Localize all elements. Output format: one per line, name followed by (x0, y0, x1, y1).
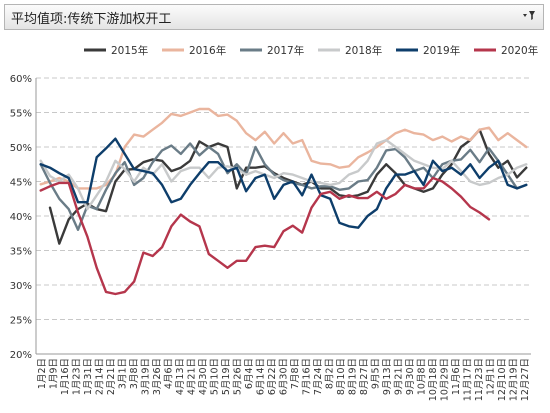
x-tick-label: 6月4日 (244, 358, 255, 389)
x-tick-label: 6月22日 (267, 358, 278, 395)
y-tick-label: 35% (10, 247, 32, 258)
x-tick-label: 7月8日 (290, 358, 301, 389)
x-tick-label: 7月16日 (302, 358, 313, 395)
y-tick-label: 30% (10, 281, 32, 292)
y-tick-label: 55% (10, 109, 32, 120)
y-tick-label: 50% (10, 143, 32, 154)
x-tick-label: 2月21日 (106, 358, 117, 395)
x-tick-label: 12月10日 (497, 358, 508, 401)
axes (35, 78, 531, 355)
x-tick-label: 9月21日 (394, 358, 405, 395)
filter-dropdown-icon[interactable] (521, 9, 537, 25)
x-tick-label: 3月26日 (152, 358, 163, 395)
x-tick-label: 1月9日 (48, 358, 59, 389)
x-tick-label: 2月14日 (94, 358, 105, 395)
x-tick-label: 1月16日 (60, 358, 71, 395)
x-tick-label: 5月10日 (209, 358, 220, 395)
y-tick-label: 45% (10, 178, 32, 189)
y-tick-label: 40% (10, 212, 32, 223)
x-tick-label: 9月13日 (382, 358, 393, 395)
y-tick-label: 20% (10, 350, 32, 361)
x-tick-label: 10月29日 (440, 358, 451, 401)
x-tick-label: 4月21日 (186, 358, 197, 395)
x-tick-label: 3月1日 (117, 358, 128, 389)
x-tick-label: 11月17日 (463, 358, 474, 401)
x-tick-label: 11月6日 (451, 358, 462, 395)
series-line-2018年 (39, 138, 528, 211)
legend-label: 2020年 (501, 44, 538, 57)
x-tick-label: 1月31日 (83, 358, 94, 395)
x-tick-label: 4月13日 (175, 358, 186, 395)
field-title: 平均值项:传统下游加权开工 (11, 11, 172, 27)
series-lines (39, 107, 528, 296)
series-line-2019年 (39, 137, 528, 229)
series-line-2020年 (39, 176, 491, 296)
y-tick-label: 25% (10, 316, 32, 327)
x-tick-label: 10月18日 (428, 358, 439, 401)
x-tick-label: 8月19日 (348, 358, 359, 395)
x-tick-label: 8月10日 (336, 358, 347, 395)
x-tick-label: 9月30日 (405, 358, 416, 395)
x-tick-label: 8月27日 (359, 358, 370, 395)
x-tick-label: 10月8日 (417, 358, 428, 395)
x-tick-label: 4月6日 (163, 358, 174, 389)
x-tick-label: 5月19日 (221, 358, 232, 395)
x-tick-label: 3月8日 (129, 358, 140, 389)
legend-label: 2019年 (423, 44, 460, 57)
legend-label: 2016年 (189, 44, 226, 57)
x-tick-label: 1月2日 (37, 358, 48, 389)
legend-label: 2018年 (345, 44, 382, 57)
x-tick-label: 12月1日 (486, 358, 497, 395)
x-tick-label: 11月23日 (474, 358, 485, 401)
gridlines (36, 77, 531, 320)
x-tick-label: 6月14日 (255, 358, 266, 395)
y-tick-label: 60% (10, 74, 32, 85)
series-line-2016年 (39, 107, 528, 190)
tick-labels: 20% 25% 30% 35% 40% 45% 50% 55% 60% 1月2日 1月9日 1月16日… (10, 74, 531, 401)
legend-label: 2017年 (267, 44, 304, 57)
field-header: 平均值项:传统下游加权开工 (4, 4, 544, 30)
x-tick-label: 12月27日 (520, 358, 531, 401)
x-tick-label: 5月26日 (232, 358, 243, 395)
x-tick-label: 6月30日 (279, 358, 290, 395)
x-tick-label: 12月19日 (509, 358, 520, 401)
x-tick-label: 9月5日 (371, 358, 382, 389)
legend-label: 2015年 (111, 44, 148, 57)
x-tick-label: 3月19日 (140, 358, 151, 395)
x-tick-label: 7月24日 (313, 358, 324, 395)
x-tick-label: 1月23日 (71, 358, 82, 395)
x-tick-label: 8月2日 (325, 358, 336, 389)
x-tick-label: 4月30日 (198, 358, 209, 395)
legend: 2015年 2016年 2017年 2018年 2019年 2020年 (84, 44, 538, 57)
